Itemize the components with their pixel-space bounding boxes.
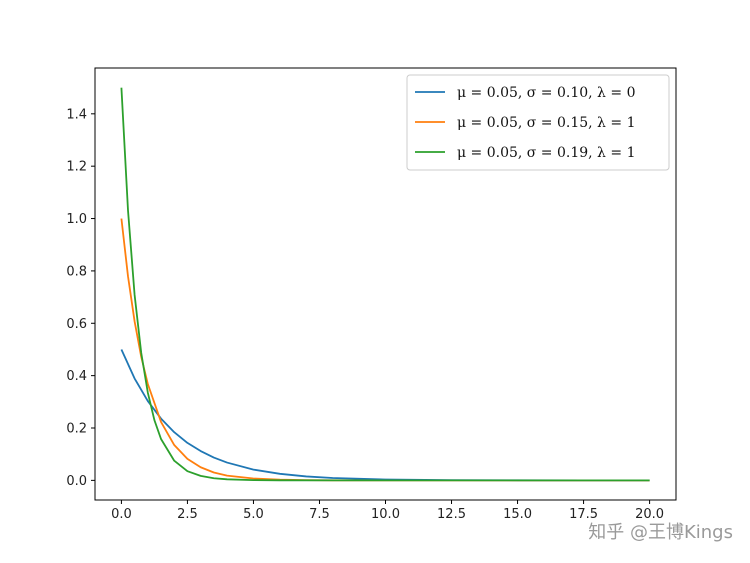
legend-label-2: μ = 0.05, σ = 0.15, λ = 1 xyxy=(457,115,635,131)
series-line-3 xyxy=(120,87,650,482)
watermark: 知乎 @王博Kings xyxy=(588,522,733,543)
series-line-1 xyxy=(120,349,650,482)
x-tick-label: 17.5 xyxy=(569,507,598,522)
series-layer xyxy=(120,87,650,482)
legend-label-3: μ = 0.05, σ = 0.19, λ = 1 xyxy=(457,145,635,161)
x-tick-label: 7.5 xyxy=(309,507,330,522)
series-line-2 xyxy=(120,218,650,482)
y-tick-label: 0.0 xyxy=(66,474,87,489)
y-axis: 0.0 0.2 0.4 0.6 0.8 1.0 1.2 1.4 xyxy=(66,107,95,489)
y-tick-label: 0.6 xyxy=(66,317,87,332)
y-tick-label: 1.4 xyxy=(66,107,87,122)
y-tick-label: 0.2 xyxy=(66,422,87,437)
x-tick-label: 5.0 xyxy=(243,507,264,522)
x-tick-label: 0.0 xyxy=(111,507,132,522)
x-axis: 0.0 2.5 5.0 7.5 10.0 12.5 15.0 17.5 20.0 xyxy=(111,500,664,522)
y-tick-label: 0.4 xyxy=(66,369,87,384)
x-tick-label: 2.5 xyxy=(177,507,198,522)
x-tick-label: 15.0 xyxy=(503,507,532,522)
x-tick-label: 12.5 xyxy=(437,507,466,522)
y-tick-label: 1.0 xyxy=(66,212,87,227)
y-tick-label: 1.2 xyxy=(66,160,87,175)
x-tick-label: 10.0 xyxy=(371,507,400,522)
y-tick-label: 0.8 xyxy=(66,264,87,279)
legend: μ = 0.05, σ = 0.10, λ = 0 μ = 0.05, σ = 0… xyxy=(406,74,670,171)
x-tick-label: 20.0 xyxy=(635,507,664,522)
legend-label-1: μ = 0.05, σ = 0.10, λ = 0 xyxy=(457,85,635,101)
legend-box xyxy=(406,74,670,171)
